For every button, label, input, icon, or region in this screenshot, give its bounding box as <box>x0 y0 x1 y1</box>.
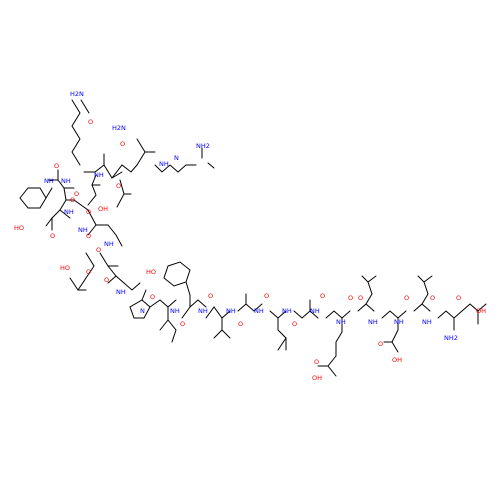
atom-label-o-asp2-acid: O <box>86 208 91 216</box>
atom-label-o-leu3: O <box>358 294 363 302</box>
atom-label-o-leu4: O <box>430 294 435 302</box>
atom-label-o-glu: O <box>348 294 353 302</box>
atom-label-o-pro: O <box>150 293 155 301</box>
atom-label-nh-phe: NH <box>44 177 54 185</box>
atom-label-ho-asp1: HO <box>14 224 24 232</box>
atom-label-o-ala2: O <box>264 292 269 300</box>
atom-label-nh-glu: NH <box>336 318 346 326</box>
atom-label-o-gln-amide: O <box>88 118 93 126</box>
atom-label-o-val: O <box>238 320 243 328</box>
atom-label-h2n-c-term: H2N <box>112 124 126 132</box>
atom-label-o-c-term: O <box>120 140 125 148</box>
atom-label-oh-asp4: OH <box>392 356 402 364</box>
atom-label-nh-leu2: NH <box>282 307 292 315</box>
atom-label-nh-ala1: NH <box>116 288 126 296</box>
atom-label-o-phe: O <box>54 162 59 170</box>
atom-label-o-asp3-acid: O <box>86 268 91 276</box>
atom-label-nh-asp1: NH <box>64 208 74 216</box>
atom-label-o-glu-acid: O <box>314 358 319 366</box>
atom-label-nh-asp4: NH <box>394 318 404 326</box>
atom-label-o-gln: O <box>74 190 79 198</box>
atom-label-oh-asp2: OH <box>98 205 108 213</box>
atom-label-nh-leu: NH <box>94 171 104 179</box>
atom-label-n-pro: N <box>140 307 145 315</box>
atom-label-o-tyr: O <box>208 292 213 300</box>
atom-label-o-asp1: O <box>50 232 55 240</box>
atom-label-nh-asp3: NH <box>104 240 114 248</box>
atom-label-o-ala1: O <box>104 276 109 284</box>
atom-label-o-asp4-acid: O <box>378 340 383 348</box>
atom-label-nh-ala3: NH <box>310 307 320 315</box>
atom-label-oh-glu: OH <box>312 374 322 382</box>
atom-label-nh-asp2: NH <box>78 226 88 234</box>
atom-label-nh-leu3: NH <box>368 318 378 326</box>
atom-label-ho-tyr: HO <box>146 268 156 276</box>
atom-label-oh-asp5: OH <box>476 307 486 315</box>
atom-label-nh2-n-term: NH2 <box>444 334 458 342</box>
atom-label-o-asp2: O <box>86 232 91 240</box>
atom-label-o-ile: O <box>180 320 185 328</box>
atom-label-nh-gln: NH <box>61 177 71 185</box>
atom-label-nh-arg-1: NH <box>159 160 169 168</box>
atom-label-o-ala3: O <box>320 292 325 300</box>
atom-label-n-arg-2: N <box>174 154 179 162</box>
atom-label-h2n-gln: H2N <box>70 90 84 98</box>
atom-labels: H2N O H2N O NH N NH2 NH NH NH O O O NH H… <box>14 90 486 382</box>
atom-label-nh-val: NH <box>226 307 236 315</box>
atom-label-o-leu: O <box>116 182 121 190</box>
bond-lines <box>19 99 487 377</box>
atom-label-nh-ile: NH <box>170 307 180 315</box>
atom-label-o-leu2: O <box>292 320 297 328</box>
atom-label-ho-asp3: HO <box>60 264 70 272</box>
atom-label-nh2-arg: NH2 <box>196 142 210 150</box>
atom-label-o-asp5: O <box>456 294 461 302</box>
atom-label-nh-ala2: NH <box>254 307 264 315</box>
atom-label-o-asp4: O <box>404 294 409 302</box>
atom-label-o-asp1-acid: O <box>70 196 75 204</box>
atom-label-nh-tyr: NH <box>198 307 208 315</box>
atom-label-nh-leu4: NH <box>422 318 432 326</box>
atom-label-o-asp3: O <box>96 246 101 254</box>
